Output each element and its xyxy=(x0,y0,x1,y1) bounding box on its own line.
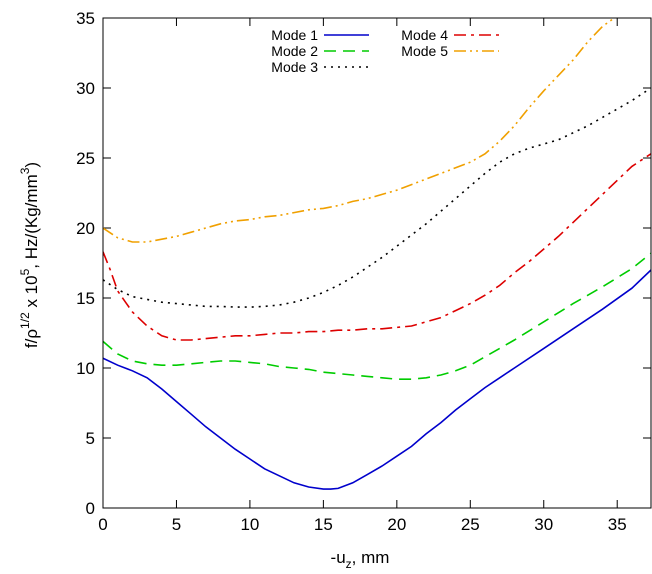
y-tick-label: 20 xyxy=(76,219,95,238)
y-tick-label: 30 xyxy=(76,79,95,98)
legend-label: Mode 4 xyxy=(401,27,448,43)
y-tick-label: 15 xyxy=(76,289,95,308)
x-tick-label: 15 xyxy=(314,515,333,534)
plot-frame xyxy=(102,17,652,509)
x-tick-label: 25 xyxy=(461,515,480,534)
x-tick-label: 30 xyxy=(534,515,553,534)
y-axis-label-c: x 10 xyxy=(22,275,41,312)
y-axis-label-g: ) xyxy=(22,162,41,168)
x-tick-label: 5 xyxy=(172,515,181,534)
series-line-mode-1 xyxy=(103,269,651,490)
x-axis-label: -uz, mm xyxy=(331,548,390,571)
y-axis-label-a: f/ρ xyxy=(22,329,41,348)
y-axis-label-e: , Hz/(Kg/mm xyxy=(22,174,41,268)
y-axis-label: f/ρ1/2 x 105, Hz/(Kg/mm3) xyxy=(18,162,41,348)
y-axis-label-b: 1/2 xyxy=(18,312,32,329)
y-axis-label-d: 5 xyxy=(18,268,32,275)
y-tick-label: 25 xyxy=(76,149,95,168)
series-line-mode-5 xyxy=(103,18,615,243)
y-tick-label: 0 xyxy=(86,499,95,518)
legend-label: Mode 3 xyxy=(271,59,318,75)
y-tick-label: 10 xyxy=(76,359,95,378)
legend-label: Mode 2 xyxy=(271,43,318,59)
x-axis-label-main: -u xyxy=(331,548,346,567)
x-tick-label: 0 xyxy=(98,515,107,534)
series-line-mode-2 xyxy=(103,252,651,380)
x-axis-label-tail: , mm xyxy=(352,548,390,567)
y-tick-label: 35 xyxy=(76,9,95,28)
series-line-mode-3 xyxy=(103,87,651,308)
y-axis-label-f: 3 xyxy=(18,167,32,174)
legend-label: Mode 5 xyxy=(401,43,448,59)
y-tick-label: 5 xyxy=(86,429,95,448)
tick-group: 0 5 10 15 20 25 30 35 0 5 10 15 20 25 30 35 xyxy=(76,9,651,534)
x-tick-label: 35 xyxy=(608,515,627,534)
x-tick-label: 10 xyxy=(240,515,259,534)
x-tick-label: 20 xyxy=(387,515,406,534)
series-layer xyxy=(103,18,651,490)
series-line-mode-4 xyxy=(103,153,651,341)
legend-label: Mode 1 xyxy=(271,27,318,43)
x-axis-label-subscript: z xyxy=(346,557,352,571)
